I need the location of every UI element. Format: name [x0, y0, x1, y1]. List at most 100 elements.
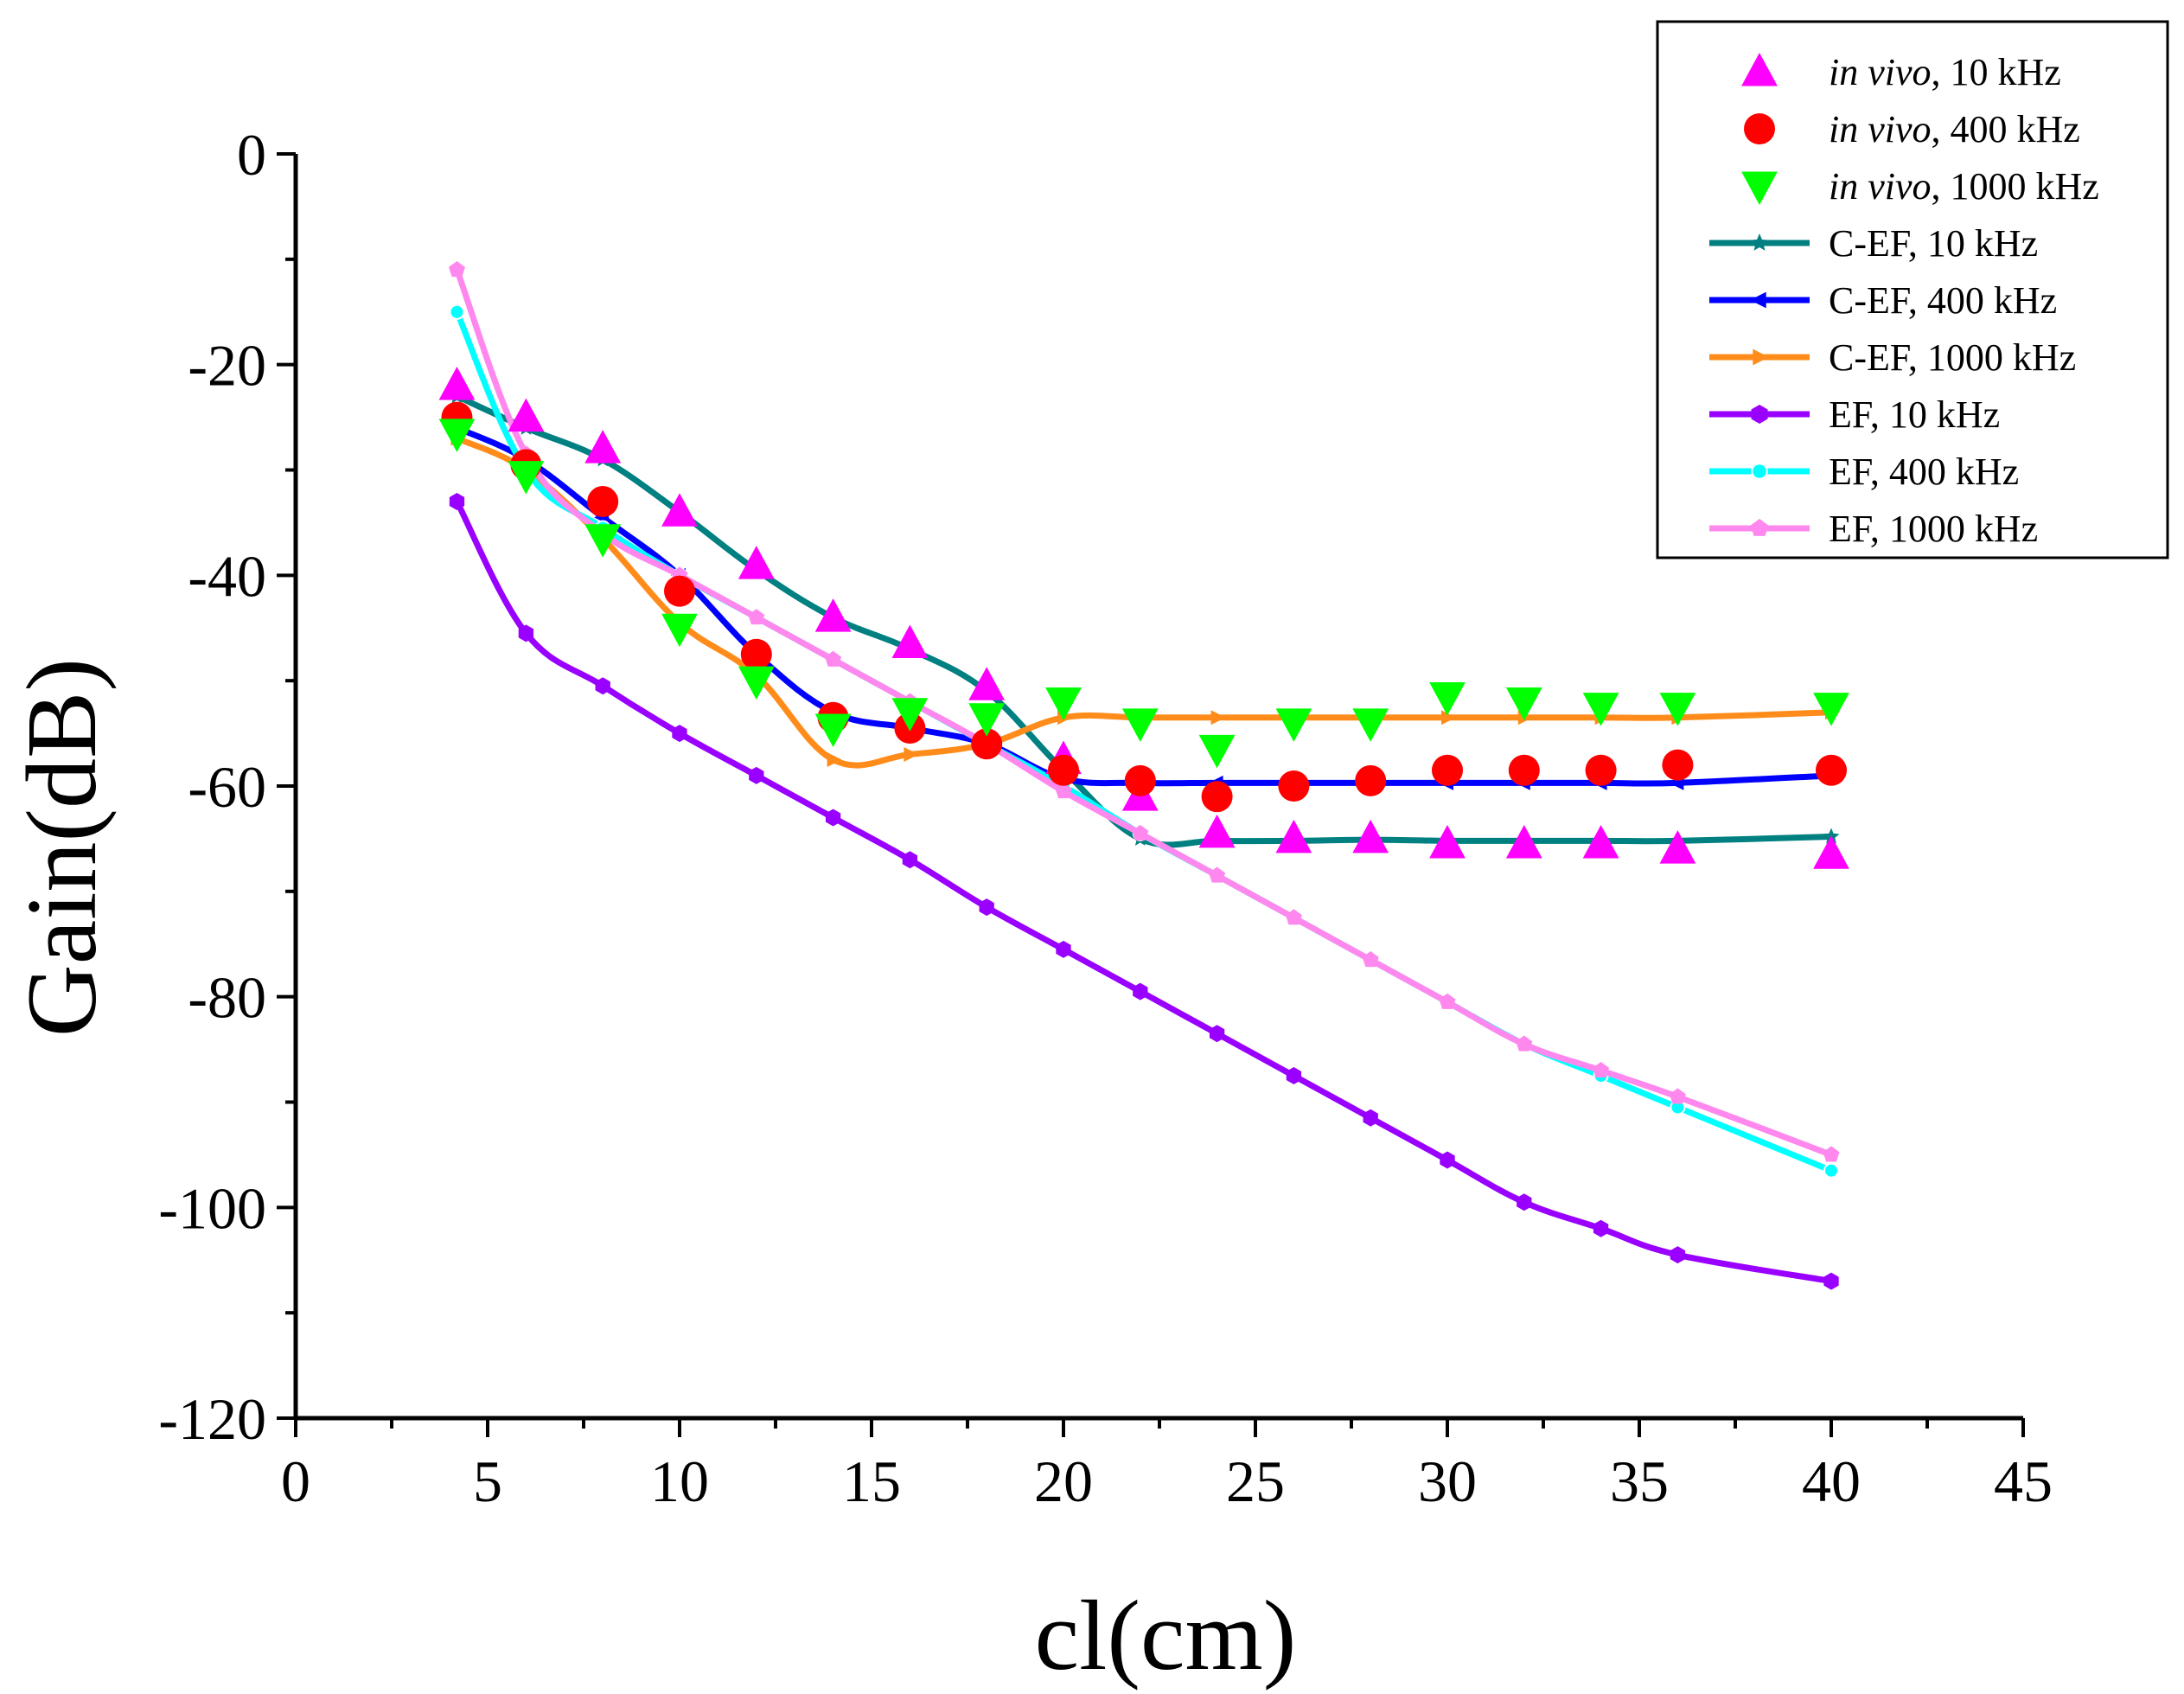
data-point — [827, 752, 842, 768]
data-point — [968, 667, 1006, 700]
data-point — [1517, 1193, 1532, 1211]
x-tick-label: 45 — [1994, 1448, 2053, 1514]
y-tick-label: -100 — [158, 1175, 266, 1241]
data-point — [1816, 754, 1847, 786]
data-point — [1275, 819, 1312, 853]
legend-label: in vivo, 10 kHz — [1829, 51, 2061, 93]
data-point — [738, 546, 775, 579]
series-line — [454, 268, 1833, 1158]
axes: 0 5 10 15 20 25 30 35 40 45 0 -20 -40 -60 -80 -100 -120 — [158, 122, 2053, 1514]
data-point — [814, 598, 852, 632]
legend-label-italic: in vivo — [1829, 108, 1932, 150]
y-tick-label: -60 — [188, 754, 266, 820]
x-tick-label: 0 — [281, 1448, 310, 1514]
series-in-vivo-1000-khz — [438, 419, 1849, 769]
y-tick-label: -20 — [188, 333, 266, 399]
data-point — [748, 609, 765, 625]
legend-marker — [1741, 53, 1778, 86]
data-point — [904, 746, 919, 762]
data-point — [1593, 1219, 1609, 1237]
data-point — [1582, 693, 1619, 726]
legend-label-text: EF, 400 kHz — [1829, 451, 2019, 493]
data-point — [814, 713, 852, 747]
data-point — [1593, 1061, 1610, 1078]
data-point — [968, 703, 1006, 737]
legend-label: C-EF, 400 kHz — [1829, 279, 2057, 322]
x-tick-label: 30 — [1418, 1448, 1477, 1514]
data-point — [1670, 1246, 1686, 1264]
legend-label-italic: in vivo — [1829, 51, 1932, 93]
data-point — [1048, 754, 1079, 786]
series-layer — [438, 261, 1849, 1290]
legend-label: C-EF, 1000 kHz — [1829, 336, 2076, 379]
data-point — [1429, 825, 1466, 859]
data-point — [1813, 693, 1849, 726]
y-tick-label: -80 — [188, 965, 266, 1031]
data-point — [1132, 824, 1149, 841]
data-point — [449, 304, 465, 320]
data-point — [1278, 770, 1310, 802]
legend-item: in vivo, 1000 kHz — [1741, 165, 2099, 208]
data-point — [518, 624, 534, 642]
data-point — [1210, 710, 1226, 726]
legend-marker — [1750, 519, 1769, 536]
series-line — [456, 435, 1832, 769]
data-point — [1198, 734, 1236, 769]
data-point — [1441, 710, 1456, 726]
data-point — [1045, 687, 1082, 721]
data-point — [508, 398, 545, 432]
data-point — [1201, 781, 1233, 813]
data-point — [664, 575, 695, 607]
series-line — [454, 310, 1833, 1173]
legend-label: C-EF, 10 kHz — [1829, 222, 2038, 265]
series-in-vivo-400-khz — [441, 401, 1847, 813]
data-point — [1823, 1146, 1840, 1162]
data-point — [1813, 835, 1849, 869]
legend-marker — [1750, 291, 1766, 309]
x-tick-label: 35 — [1610, 1448, 1669, 1514]
legend-label: EF, 400 kHz — [1829, 451, 2019, 493]
data-point — [740, 638, 772, 670]
legend-item: EF, 400 kHz — [1709, 451, 2019, 493]
series-ef-400-khz — [449, 304, 1839, 1179]
series-line — [454, 500, 1832, 1285]
legend-label-text: EF, 10 kHz — [1829, 393, 2000, 436]
data-point — [595, 677, 610, 695]
data-point — [1516, 1035, 1533, 1052]
x-axis-title: cl(cm) — [1035, 1581, 1297, 1691]
data-point — [1429, 681, 1466, 716]
data-point — [971, 728, 1003, 760]
data-point — [1362, 951, 1379, 968]
x-tick-label: 5 — [473, 1448, 502, 1514]
data-point — [738, 666, 775, 700]
data-point — [1659, 830, 1696, 864]
data-point — [1440, 1151, 1455, 1169]
data-point — [1439, 993, 1456, 1009]
data-point — [584, 524, 622, 558]
legend-label-text: , 10 kHz — [1932, 51, 2061, 93]
legend-label-text: C-EF, 1000 kHz — [1829, 336, 2076, 379]
data-point — [1662, 749, 1694, 781]
data-point — [1198, 814, 1236, 848]
data-point — [1286, 1067, 1302, 1085]
data-point — [587, 486, 619, 518]
data-point — [1823, 1272, 1839, 1290]
data-point — [1055, 783, 1072, 799]
series-ef-10-khz — [449, 493, 1839, 1290]
x-tick-label: 10 — [650, 1448, 709, 1514]
data-point — [902, 851, 918, 869]
data-point — [1659, 693, 1696, 726]
legend-label: in vivo, 1000 kHz — [1829, 165, 2099, 208]
data-point — [449, 493, 465, 511]
data-point — [1669, 1088, 1686, 1104]
data-point — [661, 493, 698, 527]
data-point — [1508, 754, 1540, 786]
legend-marker — [1741, 171, 1778, 205]
data-point — [1352, 819, 1389, 853]
legend-label-text: , 400 kHz — [1932, 108, 2080, 150]
legend-label: in vivo, 400 kHz — [1829, 108, 2080, 150]
data-point — [1133, 982, 1148, 1000]
data-point — [1209, 1025, 1225, 1043]
